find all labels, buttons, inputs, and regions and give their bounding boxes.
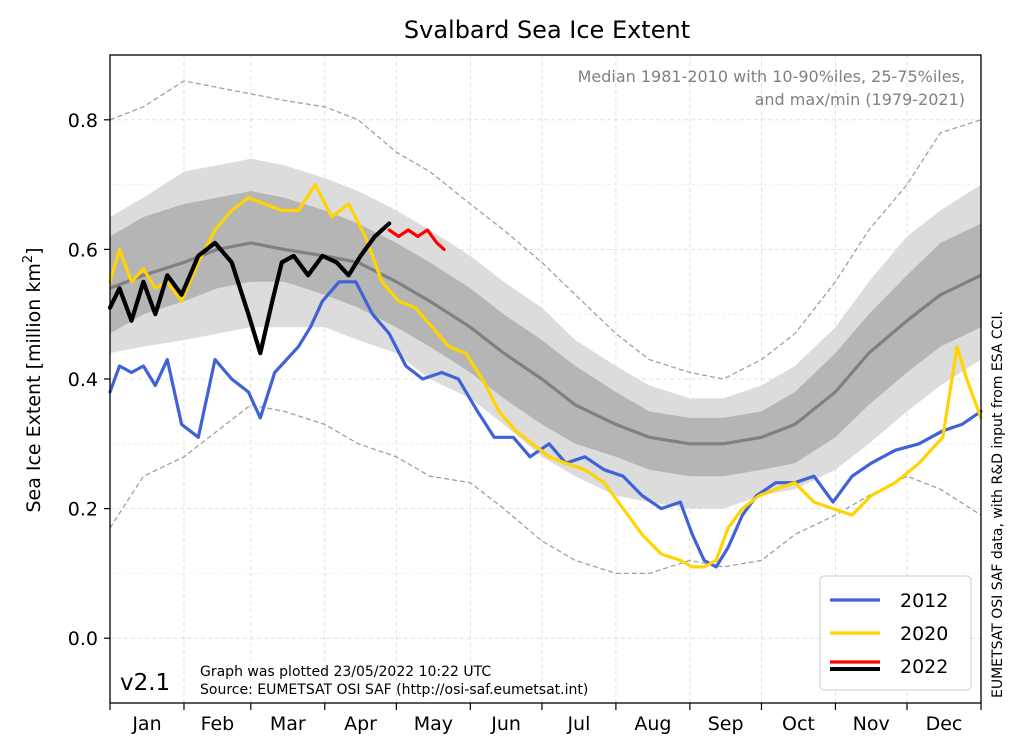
series-line-2012 xyxy=(108,280,983,569)
series-line-2020 xyxy=(108,183,983,569)
max-line xyxy=(109,80,982,380)
x-tick-label-dec: Dec xyxy=(926,713,963,735)
x-tick-label-may: May xyxy=(414,713,453,735)
y-axis-label: Sea Ice Extent [million km2] xyxy=(21,247,45,512)
legend: 2012 2020 2022 xyxy=(819,575,972,691)
version-label: v2.1 xyxy=(120,670,170,696)
x-tick-label-nov: Nov xyxy=(853,713,890,735)
x-tick-label-jan: Jan xyxy=(131,713,161,735)
series-line-2022-latest- xyxy=(387,228,446,251)
climatology-bands xyxy=(109,80,982,575)
x-tick-label-jun: Jun xyxy=(490,713,521,735)
series-line-2022-to-date- xyxy=(107,221,392,356)
climatology-note-line2: and max/min (1979-2021) xyxy=(755,90,965,109)
plotted-note: Graph was plotted 23/05/2022 10:22 UTC xyxy=(200,664,491,680)
x-tick-label-sep: Sep xyxy=(708,713,744,735)
y-tick-label: 0.0 xyxy=(68,628,98,650)
legend-label-2022: 2022 xyxy=(900,656,948,678)
min-line xyxy=(109,404,982,575)
legend-label-2012: 2012 xyxy=(900,590,948,612)
climatology-note-line1: Median 1981-2010 with 10-90%iles, 25-75%… xyxy=(578,67,965,86)
data-series xyxy=(107,183,983,569)
y-tick-label: 0.8 xyxy=(68,110,98,132)
x-tick-label-feb: Feb xyxy=(201,713,235,735)
x-tick-label-apr: Apr xyxy=(344,713,377,735)
y-tick-label: 0.4 xyxy=(68,369,98,391)
y-axis: 0.0 0.2 0.4 0.6 0.8 xyxy=(68,110,110,650)
median-line xyxy=(109,241,982,446)
y-tick-label: 0.2 xyxy=(68,499,98,521)
x-axis: Jan Feb Mar Apr May Jun Jul Aug Sep Oct Nov Dec xyxy=(109,703,982,735)
x-tick-label-jul: Jul xyxy=(566,713,590,735)
x-tick-label-aug: Aug xyxy=(634,713,671,735)
x-tick-label-mar: Mar xyxy=(270,713,306,735)
source-note: Source: EUMETSAT OSI SAF (http://osi-saf… xyxy=(200,682,588,698)
chart-title: Svalbard Sea Ice Extent xyxy=(404,16,690,44)
band-25-75-percentile xyxy=(110,191,981,477)
x-tick-label-oct: Oct xyxy=(782,713,815,735)
y-tick-label: 0.6 xyxy=(68,239,98,261)
data-credit: EUMETSAT OSI SAF data, with R&D input fr… xyxy=(990,311,1006,698)
legend-label-2020: 2020 xyxy=(900,623,948,645)
